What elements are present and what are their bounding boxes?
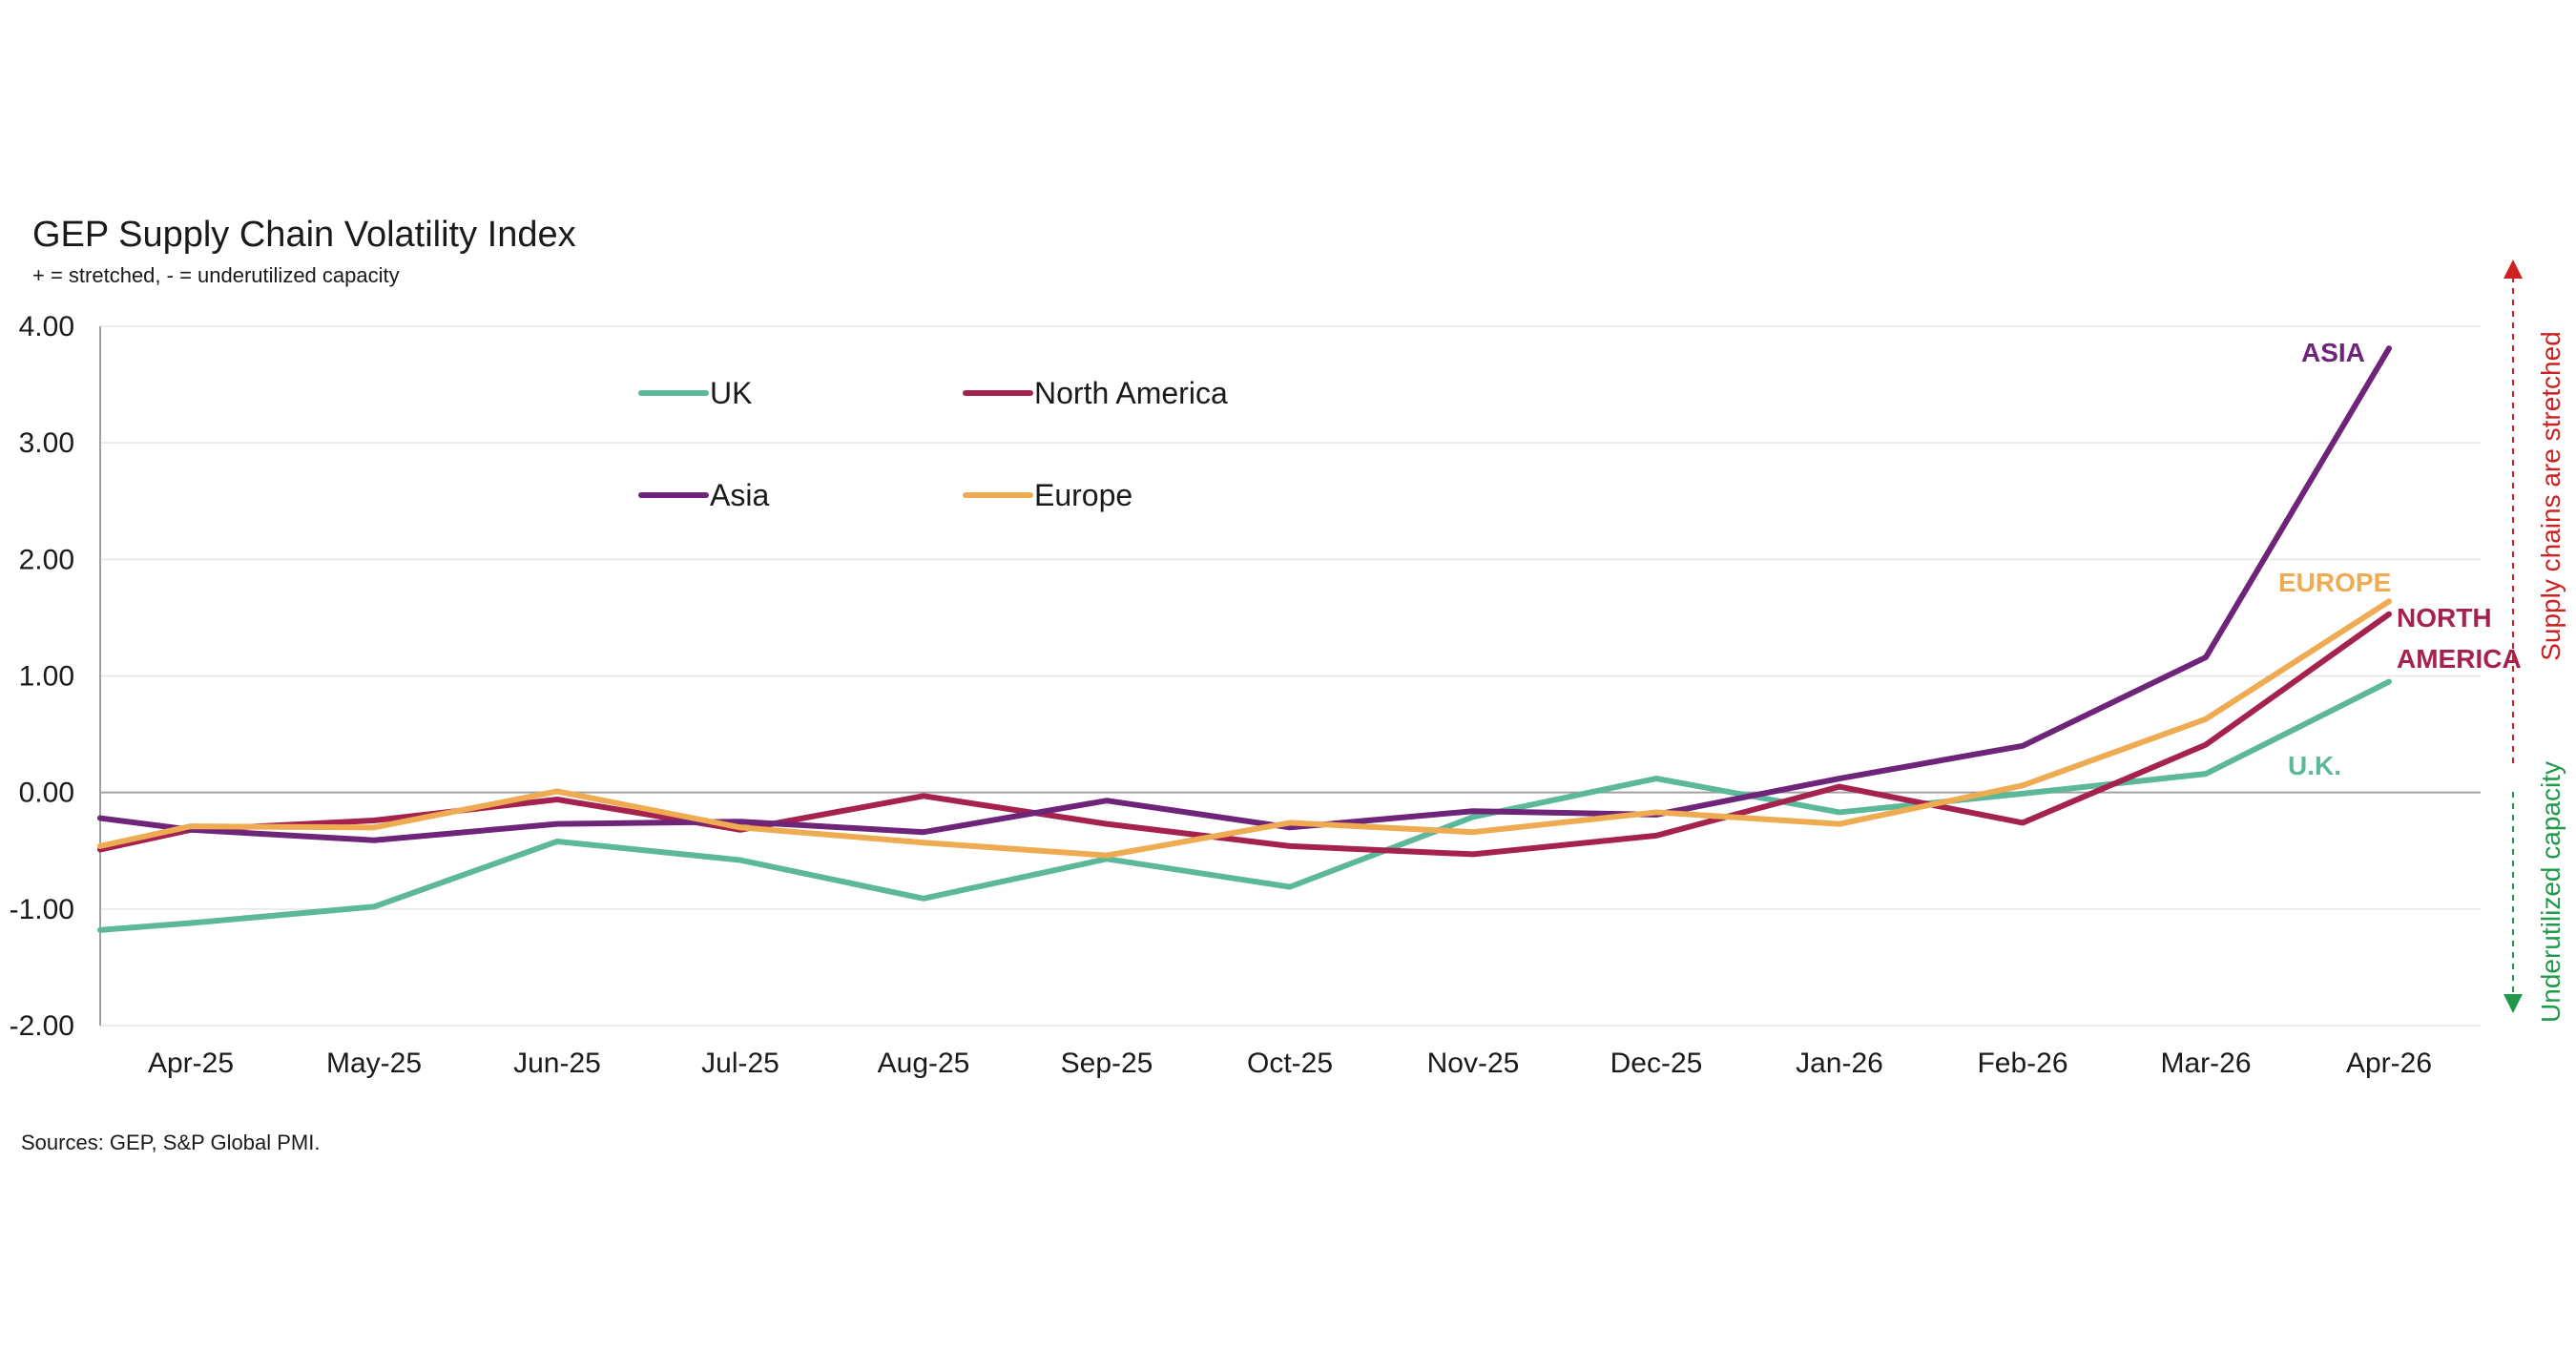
series-end-label: U.K.: [2288, 751, 2341, 780]
series-line-uk: [97, 678, 2392, 933]
x-tick-label: Jul-25: [701, 1048, 779, 1079]
x-tick-label: Apr-25: [148, 1048, 234, 1079]
x-tick-label: Sep-25: [1061, 1048, 1153, 1079]
legend-label: UK: [710, 376, 752, 410]
series-line-europe: [97, 598, 2392, 859]
legend-label: Asia: [710, 478, 769, 512]
x-tick-label: Feb-26: [1977, 1048, 2067, 1079]
x-tick-label: Dec-25: [1610, 1048, 1703, 1079]
y-tick-label: 2.00: [19, 544, 74, 575]
y-tick-label: -1.00: [10, 894, 74, 925]
x-tick-label: Apr-26: [2346, 1048, 2432, 1079]
x-tick-label: Jan-26: [1796, 1048, 1883, 1079]
legend-label: North America: [1034, 376, 1228, 410]
series-end-label: AMERICA: [2397, 644, 2522, 674]
series-line-asia: [97, 345, 2392, 843]
source-note: Sources: GEP, S&P Global PMI.: [21, 1131, 320, 1154]
chart-title: GEP Supply Chain Volatility Index: [32, 215, 576, 255]
y-tick-label: 0.00: [19, 778, 74, 809]
series-end-label: ASIA: [2301, 338, 2365, 367]
x-tick-label: May-25: [326, 1048, 422, 1079]
chart-subtitle: + = stretched, - = underutilized capacit…: [32, 263, 400, 287]
x-tick-label: Aug-25: [878, 1048, 970, 1079]
up-arrow-icon: [2503, 259, 2523, 279]
series-line-north-america: [97, 611, 2392, 858]
y-tick-label: 4.00: [19, 311, 74, 342]
x-tick-label: Oct-25: [1247, 1048, 1333, 1079]
series-lines: [97, 345, 2392, 933]
x-tick-label: Nov-25: [1427, 1048, 1520, 1079]
legend: UK North America Asia Europe: [638, 376, 1228, 512]
series-end-label: EUROPE: [2278, 568, 2391, 597]
x-tick-labels: Apr-25 May-25 Jun-25 Jul-25 Aug-25 Sep-25 Oct-…: [148, 1048, 2432, 1079]
side-annotations: Supply chains are stretched Underutilized…: [2503, 259, 2566, 1023]
underutilized-label: Underutilized capacity: [2536, 761, 2566, 1023]
series-end-label: NORTH: [2397, 603, 2492, 633]
y-tick-label: -2.00: [10, 1010, 74, 1042]
axes: [99, 326, 2481, 1026]
y-tick-labels: 4.00 3.00 2.00 1.00 0.00 -1.00 -2.00: [10, 311, 74, 1042]
y-tick-label: 3.00: [19, 427, 74, 459]
x-tick-label: Jun-25: [513, 1048, 601, 1079]
y-tick-label: 1.00: [19, 661, 74, 693]
series-end-labels: U.K. NORTH AMERICA ASIA EUROPE: [2278, 338, 2522, 780]
down-arrow-icon: [2503, 994, 2523, 1013]
grid-lines: [100, 325, 2481, 1027]
legend-label: Europe: [1034, 478, 1132, 512]
x-tick-label: Mar-26: [2160, 1048, 2251, 1079]
stretched-label: Supply chains are stretched: [2536, 331, 2566, 661]
